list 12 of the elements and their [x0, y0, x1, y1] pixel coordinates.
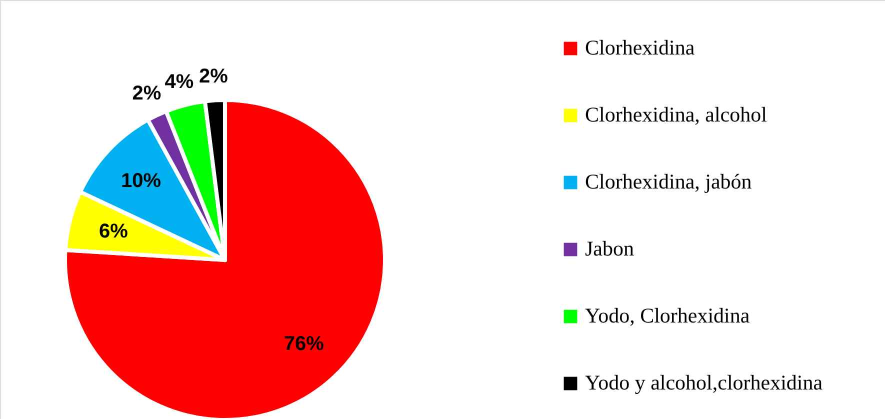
legend-label: Clorhexidina [585, 36, 696, 60]
legend-label: Clorhexidina, alcohol [585, 102, 768, 126]
data-label: 2% [198, 65, 228, 88]
data-label: 4% [164, 70, 194, 93]
legend-label: Yodo y alcohol,clorhexidina [585, 370, 824, 394]
data-label: 76% [284, 332, 324, 355]
legend-label: Clorhexidina, jabón [585, 170, 752, 194]
data-label: 6% [98, 220, 128, 242]
data-label: 2% [132, 82, 162, 105]
data-label: 10% [121, 170, 162, 192]
legend-label: Jabon [585, 236, 634, 260]
legend-label: Yodo, Clorhexidina [585, 304, 750, 328]
